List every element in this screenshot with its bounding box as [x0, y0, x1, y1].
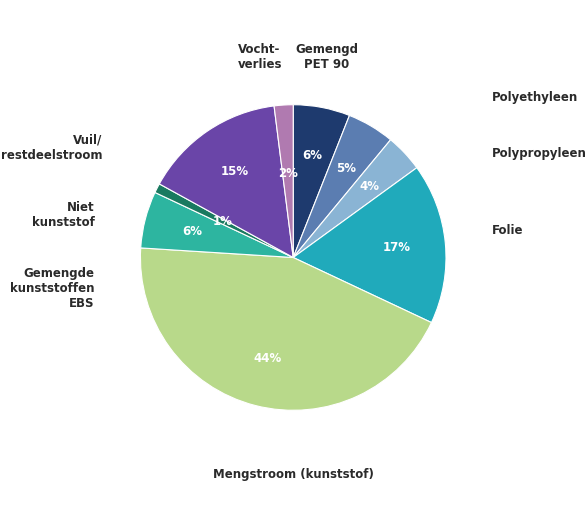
Text: 2%: 2%	[278, 167, 298, 180]
Text: 17%: 17%	[383, 241, 411, 254]
Wedge shape	[293, 168, 446, 322]
Wedge shape	[155, 184, 293, 258]
Text: Gemengd
PET 90: Gemengd PET 90	[295, 43, 358, 71]
Text: Gemengde
kunststoffen
EBS: Gemengde kunststoffen EBS	[10, 267, 94, 310]
Wedge shape	[159, 106, 293, 258]
Text: 6%: 6%	[303, 149, 323, 162]
Wedge shape	[141, 193, 293, 258]
Text: 6%: 6%	[183, 225, 203, 238]
Text: Vocht-
verlies: Vocht- verlies	[237, 43, 282, 71]
Text: Polypropyleen: Polypropyleen	[492, 147, 586, 160]
Wedge shape	[293, 105, 349, 258]
Wedge shape	[141, 248, 431, 410]
Text: 44%: 44%	[253, 352, 281, 365]
Text: 15%: 15%	[221, 165, 249, 178]
Text: Polyethyleen: Polyethyleen	[492, 91, 578, 104]
Wedge shape	[274, 105, 293, 258]
Text: 4%: 4%	[359, 180, 379, 193]
Text: Niet
kunststof: Niet kunststof	[32, 201, 94, 229]
Wedge shape	[293, 115, 391, 258]
Text: Mengstroom (kunststof): Mengstroom (kunststof)	[213, 468, 374, 482]
Wedge shape	[293, 140, 417, 258]
Text: Vuil/
restdeelstroom: Vuil/ restdeelstroom	[1, 133, 102, 162]
Text: Folie: Folie	[492, 224, 523, 236]
Text: 1%: 1%	[213, 215, 233, 228]
Text: 5%: 5%	[336, 162, 356, 175]
